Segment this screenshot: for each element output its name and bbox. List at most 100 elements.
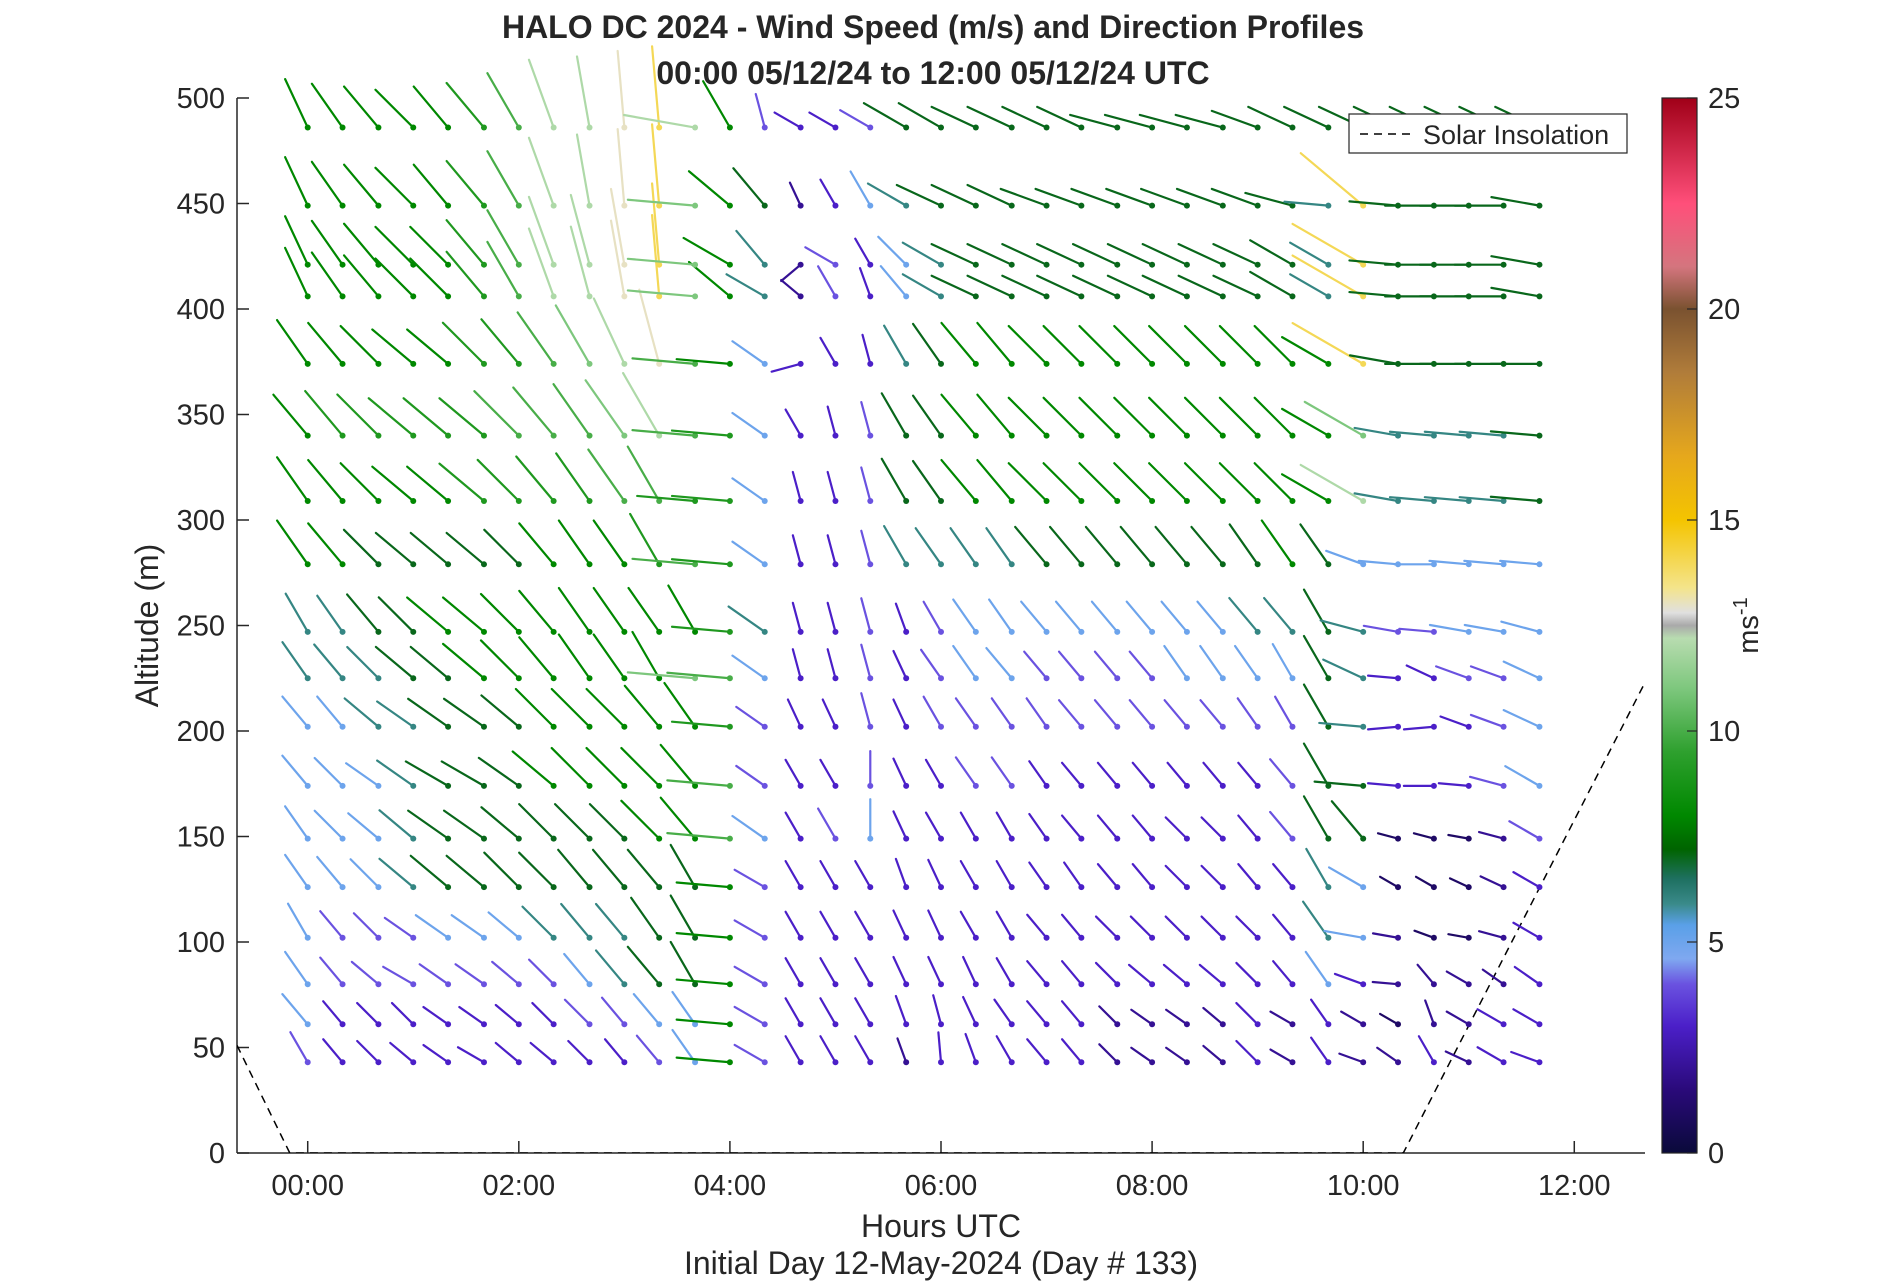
wind-vector-point bbox=[1078, 934, 1085, 941]
wind-vector bbox=[1025, 697, 1048, 728]
wind-vector bbox=[342, 163, 380, 207]
wind-vector-point bbox=[1465, 934, 1472, 941]
wind-vector-point bbox=[1078, 432, 1085, 439]
wind-vector-point bbox=[692, 981, 699, 988]
wind-vector-point bbox=[1008, 1059, 1015, 1066]
wind-vector bbox=[406, 328, 450, 365]
wind-vector bbox=[1175, 187, 1224, 207]
wind-vector bbox=[631, 630, 661, 680]
wind-vector bbox=[1202, 1044, 1224, 1064]
wind-vector-point bbox=[1360, 981, 1367, 988]
wind-vector-point bbox=[761, 293, 768, 300]
wind-vector bbox=[733, 1005, 766, 1026]
wind-vector-point bbox=[1325, 675, 1332, 682]
wind-vector-point bbox=[1114, 835, 1121, 842]
wind-vector-point bbox=[1149, 561, 1156, 568]
wind-vector-point bbox=[304, 1059, 311, 1066]
wind-vector bbox=[1001, 242, 1048, 266]
wind-vector bbox=[1366, 674, 1400, 680]
wind-vector-point bbox=[586, 981, 593, 988]
wind-vector bbox=[1235, 961, 1259, 986]
wind-vector-point bbox=[1465, 981, 1472, 988]
wind-vector bbox=[922, 600, 943, 633]
wind-vector-point bbox=[480, 835, 487, 842]
wind-vector-point bbox=[445, 835, 452, 842]
wind-vector bbox=[319, 910, 344, 939]
wind-vector bbox=[1096, 863, 1119, 889]
wind-vector bbox=[1060, 761, 1083, 787]
wind-vector-point bbox=[445, 498, 452, 505]
wind-vector-point bbox=[1500, 782, 1507, 789]
wind-vector bbox=[1105, 187, 1154, 207]
wind-vector-point bbox=[903, 723, 910, 730]
wind-vector bbox=[281, 695, 309, 728]
wind-vector bbox=[382, 965, 415, 986]
wind-vector-point bbox=[656, 561, 663, 568]
wind-vector-point bbox=[339, 782, 346, 789]
wind-vector-point bbox=[1008, 124, 1015, 131]
wind-vector-point bbox=[761, 1059, 768, 1066]
wind-vector bbox=[1228, 523, 1259, 566]
wind-vector bbox=[819, 957, 837, 986]
wind-vector-point bbox=[726, 723, 733, 730]
wind-vector bbox=[1042, 462, 1083, 503]
wind-vector bbox=[567, 1039, 591, 1064]
wind-vector bbox=[860, 529, 872, 566]
wind-vector bbox=[440, 760, 486, 787]
wind-vector-point bbox=[339, 124, 346, 131]
wind-vector-point bbox=[726, 835, 733, 842]
y-tick-label: 450 bbox=[177, 189, 225, 221]
wind-vector bbox=[858, 267, 872, 298]
wind-vector bbox=[1253, 462, 1294, 503]
wind-vector-point bbox=[1254, 124, 1261, 131]
wind-vector-point bbox=[832, 1021, 839, 1028]
wind-vector-point bbox=[339, 723, 346, 730]
x-axis-label: Hours UTC bbox=[861, 1208, 1021, 1244]
wind-vector-point bbox=[1289, 981, 1296, 988]
wind-vector bbox=[650, 123, 661, 207]
wind-vector-point bbox=[304, 561, 311, 568]
wind-vector bbox=[1128, 650, 1154, 680]
wind-vector bbox=[1196, 600, 1224, 633]
wind-vector bbox=[1235, 915, 1259, 939]
wind-vector bbox=[1125, 600, 1154, 633]
wind-vector-point bbox=[903, 934, 910, 941]
wind-vector bbox=[445, 531, 486, 566]
wind-vector-point bbox=[903, 124, 910, 131]
wind-vector bbox=[954, 756, 977, 787]
wind-vector-point bbox=[1325, 782, 1332, 789]
wind-vector bbox=[650, 45, 661, 129]
wind-vector bbox=[1371, 980, 1400, 986]
wind-vector bbox=[959, 910, 977, 939]
wind-vector bbox=[1445, 970, 1470, 986]
wind-vector bbox=[626, 945, 661, 986]
wind-vector bbox=[1302, 588, 1330, 633]
wind-vector-point bbox=[972, 1021, 979, 1028]
wind-vector-point bbox=[1219, 124, 1226, 131]
wind-vector-point bbox=[797, 261, 804, 268]
wind-vector-point bbox=[938, 261, 944, 268]
wind-vector-point bbox=[1183, 202, 1190, 209]
wind-vector bbox=[1512, 921, 1541, 939]
wind-vector bbox=[819, 178, 837, 207]
wind-vector-point bbox=[1325, 561, 1332, 568]
wind-vector bbox=[1164, 864, 1189, 889]
wind-vector bbox=[687, 170, 732, 207]
wind-vector-point bbox=[867, 675, 874, 682]
wind-vector-point bbox=[621, 628, 628, 635]
wind-vector-point bbox=[1430, 628, 1437, 635]
wind-vector-point bbox=[656, 782, 663, 789]
wind-vector bbox=[552, 383, 591, 437]
wind-vector-point bbox=[339, 675, 346, 682]
wind-vector-point bbox=[375, 202, 382, 209]
wind-vector-point bbox=[621, 561, 628, 568]
wind-vector-point bbox=[797, 1059, 804, 1066]
wind-vector-point bbox=[621, 1021, 628, 1028]
colorbar-label: ms-1 bbox=[1730, 597, 1765, 653]
wind-vector-point bbox=[1043, 498, 1050, 505]
wind-vector bbox=[563, 952, 591, 986]
wind-vector bbox=[627, 586, 661, 633]
wind-vector-point bbox=[1043, 981, 1050, 988]
wind-vector bbox=[786, 698, 802, 728]
wind-vector-point bbox=[410, 835, 417, 842]
